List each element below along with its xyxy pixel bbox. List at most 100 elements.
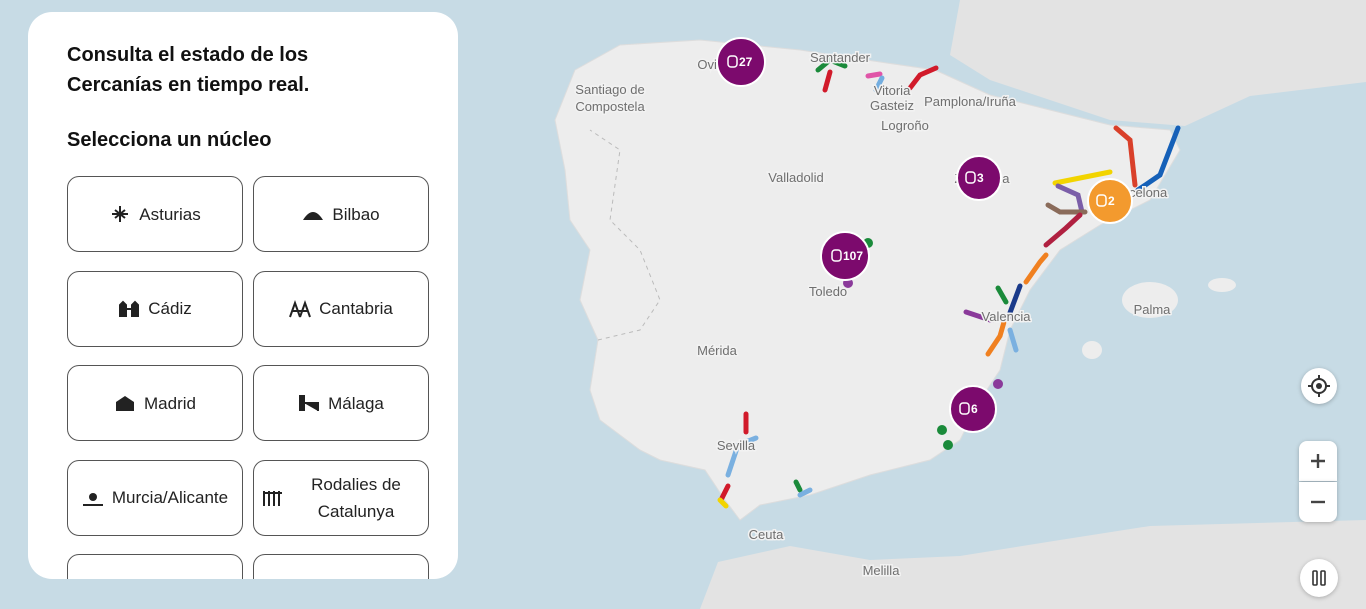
- place-label: Santiago de: [575, 82, 644, 97]
- nucleo-button[interactable]: Cádiz: [67, 270, 243, 347]
- cluster-count: 27: [739, 55, 753, 69]
- place-label: Melilla: [863, 563, 901, 578]
- route: [717, 497, 729, 509]
- nucleo-name: Málaga: [328, 393, 384, 413]
- nucleo-button[interactable]: Madrid: [67, 365, 243, 441]
- nucleo-button[interactable]: [253, 554, 429, 579]
- pause-icon: [1312, 570, 1326, 586]
- route: [725, 435, 759, 478]
- route: [1052, 169, 1113, 186]
- nucleo-name: Asturias: [139, 204, 201, 224]
- land-france: [950, 0, 1366, 126]
- route: [1007, 327, 1019, 353]
- nucleo-name: Rodalies de Catalunya: [311, 474, 401, 521]
- route: [793, 479, 803, 493]
- cluster-circle: [820, 231, 870, 281]
- nucleo-icon: [263, 490, 282, 506]
- cluster[interactable]: 107: [820, 231, 870, 281]
- pause-button[interactable]: [1300, 559, 1338, 597]
- place-label: Gasteiz: [870, 98, 914, 113]
- cluster[interactable]: 3: [956, 155, 1002, 201]
- clusters: 27 3 107 2 6: [716, 37, 1133, 433]
- icon-shape: [303, 212, 324, 220]
- nucleo-icon: [112, 206, 129, 222]
- place-label: Valencia: [982, 309, 1032, 324]
- cluster-count: 2: [1108, 194, 1115, 208]
- cluster[interactable]: 6: [949, 385, 997, 433]
- nucleo-button[interactable]: Cantabria: [253, 270, 429, 347]
- cluster[interactable]: 27: [716, 37, 766, 87]
- cluster[interactable]: 2: [1087, 178, 1133, 224]
- route: [815, 57, 848, 73]
- zoom-in[interactable]: [1299, 441, 1337, 481]
- route: [1113, 125, 1138, 188]
- route: [995, 285, 1009, 305]
- station-dot: [943, 440, 953, 450]
- cluster-circle: [949, 385, 997, 433]
- zoom-out[interactable]: [1299, 482, 1337, 522]
- nucleo-name: Cádiz: [148, 299, 192, 318]
- station-dot: [993, 379, 1003, 389]
- route: [873, 75, 885, 93]
- nucleo-button[interactable]: [67, 554, 243, 579]
- nucleo-icon: [116, 396, 135, 411]
- nucleo-name: Murcia/Alicante: [111, 488, 229, 507]
- locate-icon: [1308, 375, 1330, 397]
- heading-line: Cercanías en tiempo real.: [67, 74, 310, 96]
- route: [797, 487, 813, 498]
- nucleo-icon: [299, 395, 320, 411]
- place-label: Compostela: [575, 99, 645, 114]
- icon-shape: [289, 299, 312, 317]
- place-label: Vitoria: [874, 83, 911, 98]
- nucleo-button[interactable]: Bilbao: [253, 176, 429, 252]
- route: [1023, 252, 1049, 285]
- route: [1043, 212, 1083, 248]
- cluster-count: 107: [843, 249, 863, 263]
- island: [1122, 282, 1178, 318]
- nucleo-name: Bilbao: [332, 204, 380, 224]
- icon-shape: [116, 396, 135, 411]
- locate-button[interactable]: [1301, 368, 1337, 404]
- icon-shape: [263, 490, 282, 506]
- nucleo-button[interactable]: Asturias: [67, 176, 243, 252]
- place-label: Palma: [1134, 302, 1172, 317]
- cluster-circle: [716, 37, 766, 87]
- nucleo-button[interactable]: Rodalies de Catalunya: [253, 459, 429, 536]
- place-label: Santander: [810, 50, 871, 65]
- route: [1055, 183, 1085, 215]
- train-icon: [959, 402, 970, 415]
- route: [1135, 125, 1181, 193]
- place-label: Pamplona/Iruña: [924, 94, 1017, 109]
- nucleo-icon: [82, 492, 103, 506]
- route: [719, 483, 731, 501]
- minus-icon: [1311, 500, 1325, 504]
- route: [985, 319, 1007, 357]
- side-panel: Consulta el estado de los Cercanías en ti…: [28, 12, 458, 579]
- route: [865, 71, 883, 79]
- route: [719, 441, 735, 451]
- nucleo-icon: [119, 300, 140, 317]
- icon-shape: [112, 206, 129, 222]
- heading-line: Consulta el estado de los: [67, 44, 309, 66]
- island: [1082, 341, 1102, 359]
- nucleo-button[interactable]: Murcia/Alicante: [67, 459, 243, 536]
- train-icon: [965, 171, 976, 184]
- route: [822, 69, 833, 93]
- island: [1208, 278, 1236, 292]
- route: [963, 309, 1011, 323]
- cluster-count: 6: [971, 402, 978, 416]
- nucleo-name: Madrid: [144, 393, 196, 413]
- cluster-circle: [956, 155, 1002, 201]
- place-label: Valladolid: [768, 170, 823, 185]
- cluster-count: 3: [977, 171, 984, 185]
- train-icon: [727, 55, 738, 68]
- icon-shape: [88, 492, 97, 501]
- place-label: Ceuta: [749, 527, 784, 542]
- subheading: Selecciona un núcleo: [67, 129, 272, 151]
- route: [1005, 283, 1023, 321]
- place-label: Logroño: [881, 118, 929, 133]
- cluster-circle: [1087, 178, 1133, 224]
- nucleo-button[interactable]: Málaga: [253, 365, 429, 441]
